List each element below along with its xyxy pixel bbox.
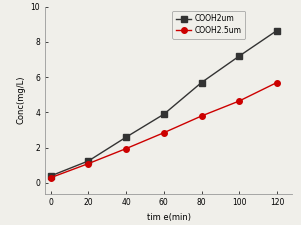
COOH2um: [275, 29, 279, 32]
COOH2um: [124, 136, 128, 138]
COOH2.5um: [49, 176, 53, 179]
X-axis label: tim e(min): tim e(min): [147, 213, 191, 222]
Legend: COOH2um, COOH2.5um: COOH2um, COOH2.5um: [172, 11, 245, 38]
COOH2um: [87, 160, 90, 162]
COOH2.5um: [162, 131, 166, 134]
COOH2.5um: [237, 100, 241, 102]
COOH2.5um: [124, 147, 128, 150]
COOH2.5um: [87, 162, 90, 165]
Line: COOH2um: COOH2um: [48, 28, 280, 179]
COOH2um: [237, 55, 241, 57]
Line: COOH2.5um: COOH2.5um: [48, 80, 280, 180]
COOH2.5um: [275, 81, 279, 84]
COOH2um: [162, 113, 166, 116]
Y-axis label: Conc(mg/L): Conc(mg/L): [16, 76, 25, 124]
COOH2um: [200, 81, 203, 84]
COOH2um: [49, 175, 53, 177]
COOH2.5um: [200, 115, 203, 117]
